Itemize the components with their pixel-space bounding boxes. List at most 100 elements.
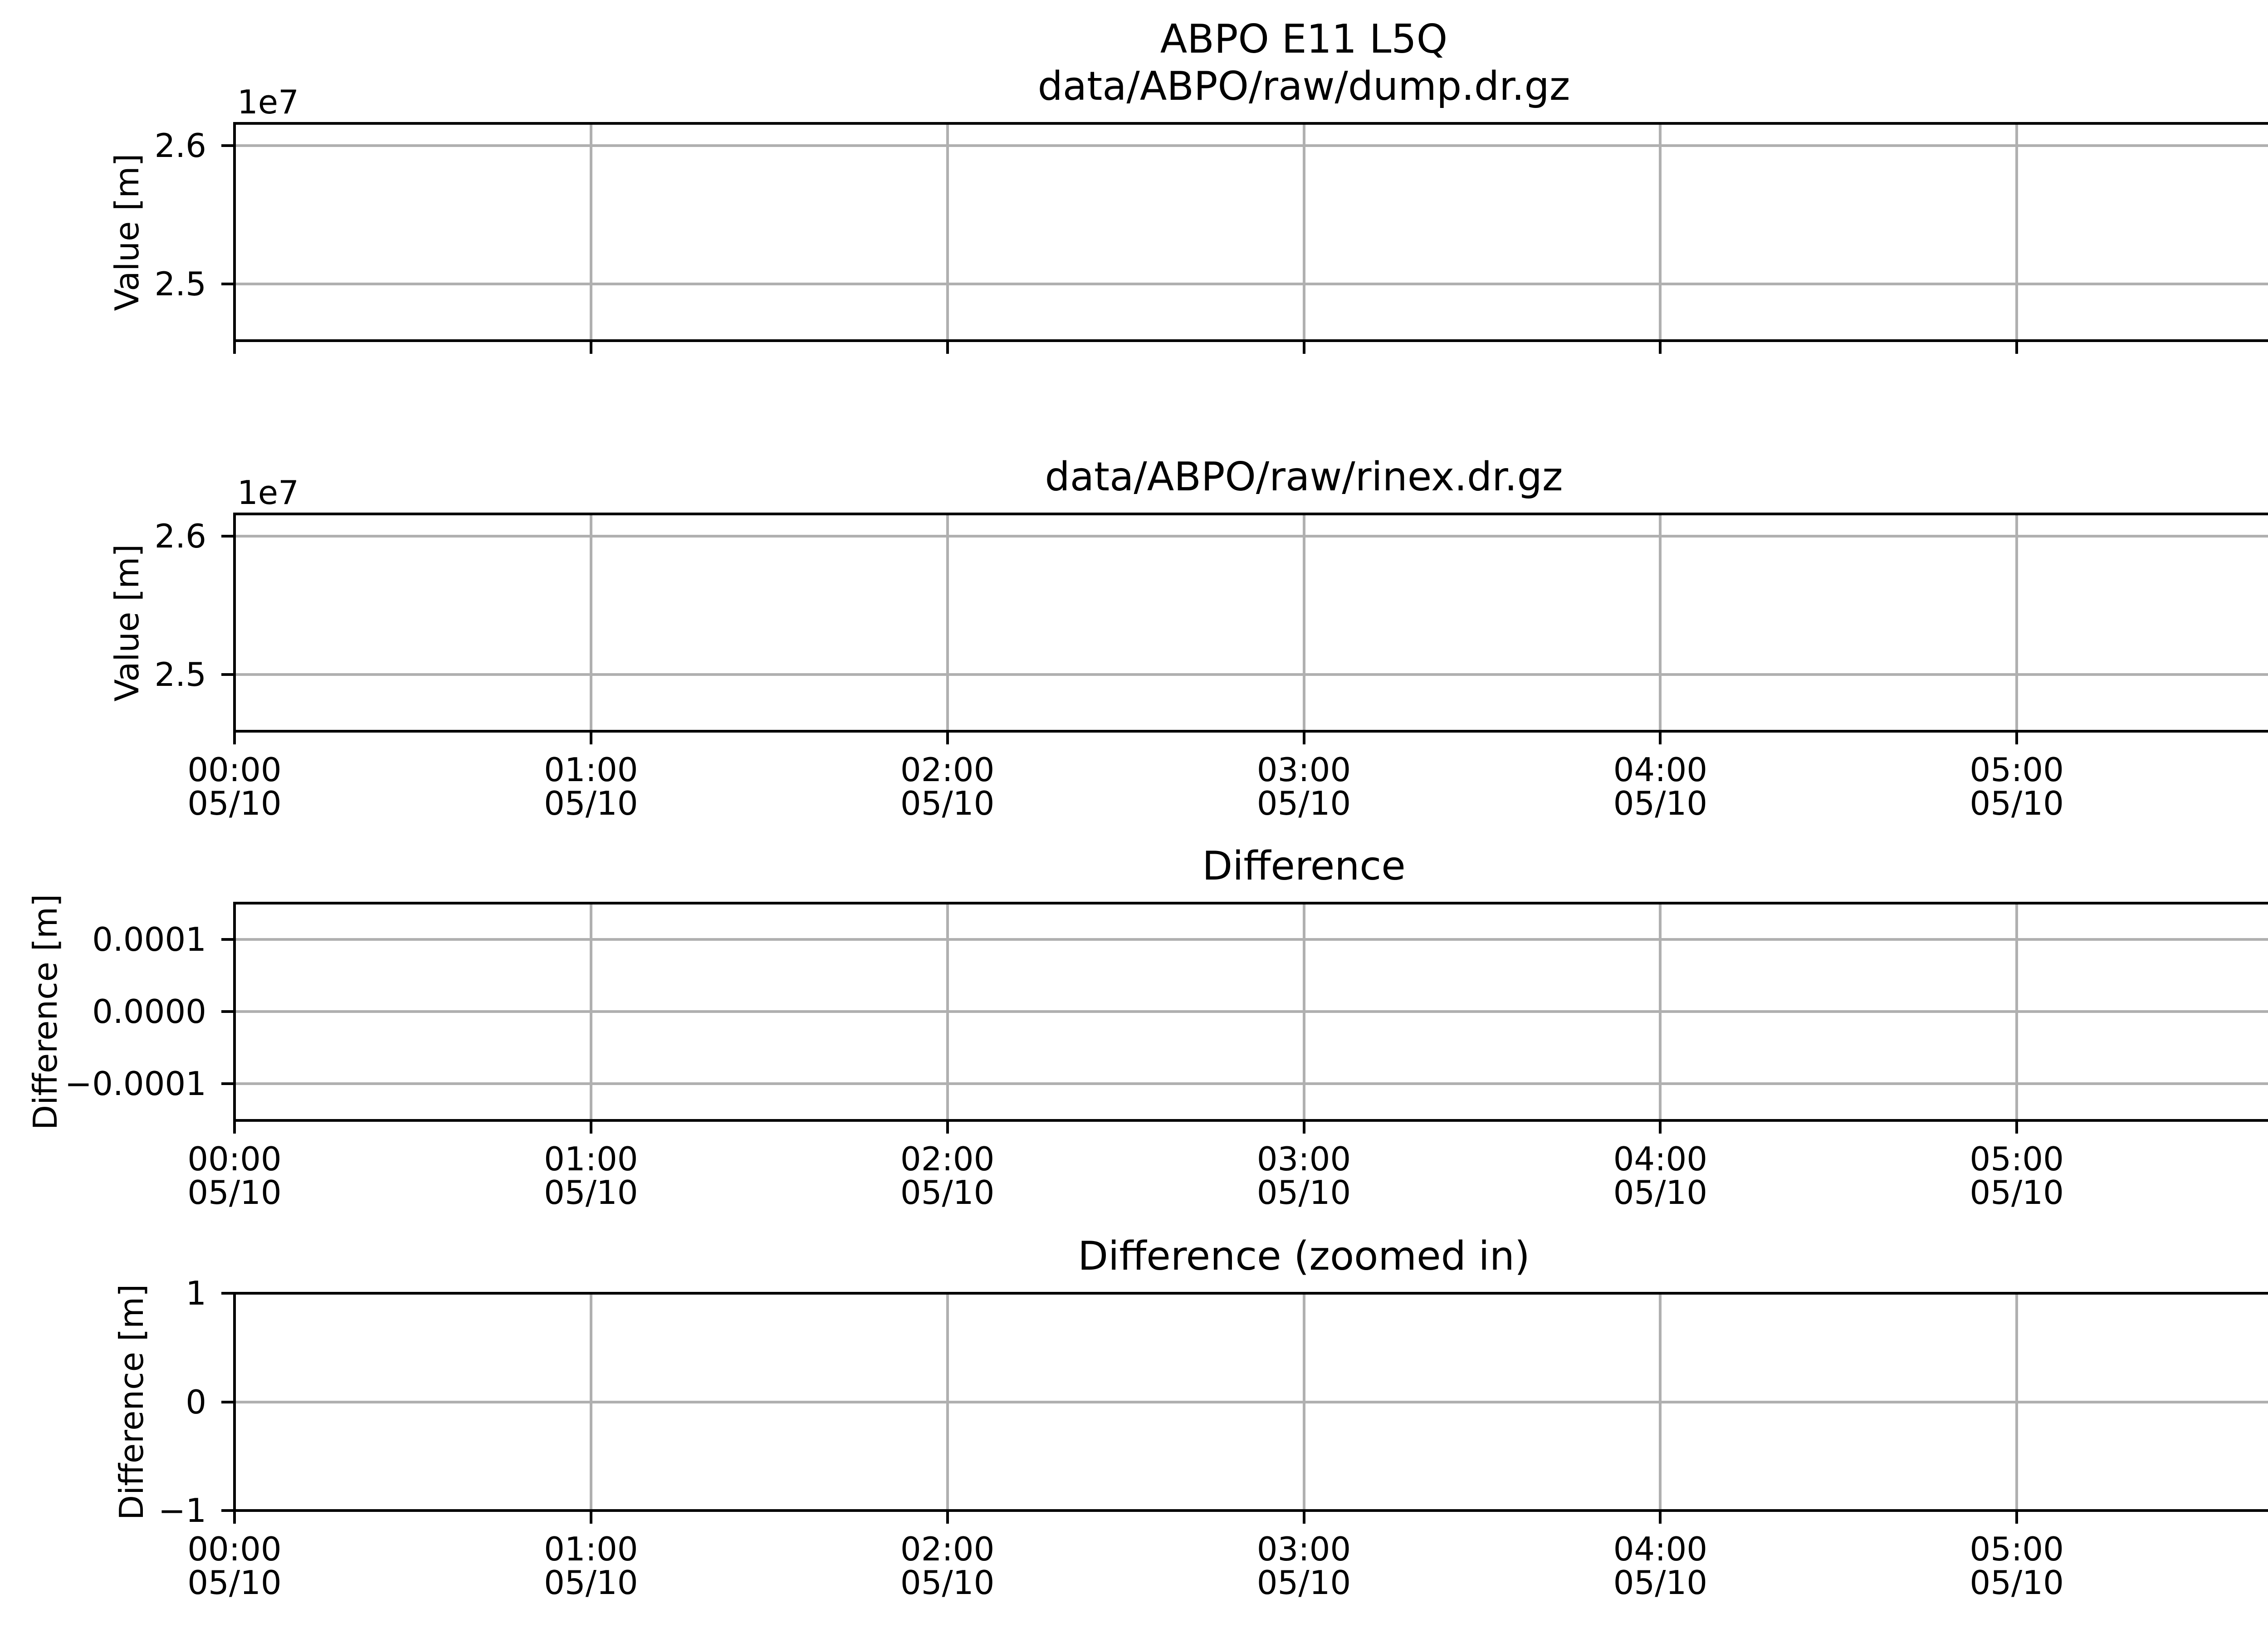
x-tick-label-time: 06:00 bbox=[2237, 1143, 2268, 1175]
y-tick-label: 2.5 bbox=[154, 655, 206, 694]
x-tick-label-time: 01:00 bbox=[544, 751, 638, 789]
x-tick-label-time: 02:00 bbox=[900, 1140, 995, 1178]
x-tick-label-time: 03:00 bbox=[1256, 1140, 1351, 1178]
x-tick-mark bbox=[946, 1512, 949, 1524]
x-tick-mark bbox=[946, 342, 949, 354]
x-tick-mark bbox=[233, 342, 236, 354]
y-tick-label: 1 bbox=[186, 1274, 206, 1312]
x-tick-label-time: 04:00 bbox=[1613, 751, 1708, 789]
x-tick-mark bbox=[1659, 342, 1662, 354]
x-tick-label-date: 05/10 bbox=[1256, 1564, 1351, 1602]
x-tick-label-date: 05/10 bbox=[544, 1564, 638, 1602]
x-tick-label-date: 05/10 bbox=[900, 1173, 995, 1212]
subplot-title: ABPO E11 L5Q bbox=[1160, 16, 1448, 62]
subplot-title: Difference bbox=[1202, 843, 1406, 889]
y-tick-mark bbox=[221, 282, 233, 285]
x-tick-label-date: 05/10 bbox=[1256, 784, 1351, 822]
grid-line-vertical bbox=[1659, 125, 1662, 339]
y-tick-label: 2.6 bbox=[154, 126, 206, 165]
grid-line-vertical bbox=[946, 125, 949, 339]
subplot-title: data/ABPO/raw/rinex.dr.gz bbox=[1045, 454, 1563, 500]
y-tick-label: 0.0000 bbox=[92, 992, 206, 1031]
grid-line-horizontal bbox=[236, 673, 2268, 676]
axis-offset-text: 1e7 bbox=[237, 474, 299, 512]
x-tick-mark bbox=[2015, 1122, 2019, 1134]
grid-line-horizontal bbox=[236, 534, 2268, 538]
x-tick-label-time: 06:00 bbox=[2237, 753, 2268, 786]
y-tick-mark bbox=[221, 144, 233, 147]
axes-frame bbox=[233, 122, 2268, 342]
x-tick-label-date: 05/10 bbox=[187, 1173, 282, 1212]
y-tick-mark bbox=[221, 1082, 233, 1085]
y-tick-label: 0 bbox=[186, 1383, 206, 1421]
axis-offset-text: 1e7 bbox=[237, 83, 299, 121]
y-tick-mark bbox=[221, 1292, 233, 1295]
y-tick-mark bbox=[221, 1010, 233, 1013]
subplot-title: Difference (zoomed in) bbox=[1078, 1233, 1530, 1279]
y-tick-mark bbox=[221, 1400, 233, 1403]
x-tick-label-time: 04:00 bbox=[1613, 1530, 1708, 1568]
grid-line-vertical bbox=[946, 515, 949, 730]
y-tick-label: 2.5 bbox=[154, 264, 206, 303]
x-tick-label-time: 00:00 bbox=[187, 751, 282, 789]
x-tick-label-time: 04:00 bbox=[1613, 1140, 1708, 1178]
x-tick-label-date: 05/10 bbox=[900, 1564, 995, 1602]
x-tick-mark bbox=[2015, 342, 2019, 354]
x-tick-mark bbox=[1302, 733, 1305, 744]
x-tick-mark bbox=[589, 1512, 592, 1524]
grid-line-vertical bbox=[589, 125, 592, 339]
subplot-title: data/ABPO/raw/dump.dr.gz bbox=[1037, 63, 1570, 109]
x-tick-mark bbox=[1302, 1122, 1305, 1134]
y-tick-mark bbox=[221, 534, 233, 538]
y-tick-mark bbox=[221, 938, 233, 941]
grid-line-horizontal bbox=[236, 1082, 2268, 1085]
x-tick-mark bbox=[1659, 1122, 1662, 1134]
x-tick-label-time: 01:00 bbox=[544, 1140, 638, 1178]
y-tick-label: 0.0001 bbox=[92, 920, 206, 958]
x-tick-label-time: 02:00 bbox=[900, 751, 995, 789]
grid-line-vertical bbox=[589, 515, 592, 730]
x-tick-mark bbox=[1302, 342, 1305, 354]
y-tick-label: −0.0001 bbox=[64, 1064, 206, 1103]
y-tick-mark bbox=[221, 1509, 233, 1512]
grid-line-horizontal bbox=[236, 282, 2268, 285]
axes-frame bbox=[233, 513, 2268, 733]
x-tick-label-date: 05/10 bbox=[1613, 1564, 1708, 1602]
x-tick-label-date: 05/10 bbox=[1256, 1173, 1351, 1212]
x-tick-label-time: 00:00 bbox=[187, 1530, 282, 1568]
x-tick-label-time: 05:00 bbox=[1970, 1530, 2064, 1568]
x-tick-label-date: 05/10 bbox=[544, 1173, 638, 1212]
x-tick-mark bbox=[1302, 1512, 1305, 1524]
x-tick-mark bbox=[2015, 733, 2019, 744]
x-tick-mark bbox=[2015, 1512, 2019, 1524]
x-tick-label-date: 05/10 bbox=[1970, 784, 2064, 822]
x-tick-label-time: 05:00 bbox=[1970, 751, 2064, 789]
x-tick-label-date: 05/10 bbox=[2237, 1566, 2268, 1599]
x-tick-label-time: 03:00 bbox=[1256, 1530, 1351, 1568]
y-axis-label: Value [m] bbox=[108, 153, 146, 311]
x-tick-label-date: 05/10 bbox=[187, 1564, 282, 1602]
x-tick-mark bbox=[1659, 1512, 1662, 1524]
grid-line-vertical bbox=[2015, 125, 2019, 339]
x-tick-label-date: 05/10 bbox=[544, 784, 638, 822]
grid-line-vertical bbox=[1659, 515, 1662, 730]
grid-line-vertical bbox=[2015, 515, 2019, 730]
x-tick-label-date: 05/10 bbox=[2237, 1176, 2268, 1209]
y-tick-mark bbox=[221, 673, 233, 676]
x-tick-label-time: 03:00 bbox=[1256, 751, 1351, 789]
x-tick-label-date: 05/10 bbox=[1613, 1173, 1708, 1212]
x-tick-mark bbox=[233, 1512, 236, 1524]
x-tick-mark bbox=[589, 733, 592, 744]
x-tick-mark bbox=[233, 1122, 236, 1134]
x-tick-label-time: 02:00 bbox=[900, 1530, 995, 1568]
x-tick-label-time: 00:00 bbox=[187, 1140, 282, 1178]
grid-line-horizontal bbox=[236, 1400, 2268, 1403]
x-tick-label-date: 05/10 bbox=[2237, 787, 2268, 820]
x-tick-mark bbox=[946, 1122, 949, 1134]
x-tick-label-date: 05/10 bbox=[900, 784, 995, 822]
x-tick-label-date: 05/10 bbox=[1970, 1564, 2064, 1602]
x-tick-mark bbox=[589, 1122, 592, 1134]
x-tick-label-time: 06:00 bbox=[2237, 1533, 2268, 1565]
x-tick-mark bbox=[589, 342, 592, 354]
